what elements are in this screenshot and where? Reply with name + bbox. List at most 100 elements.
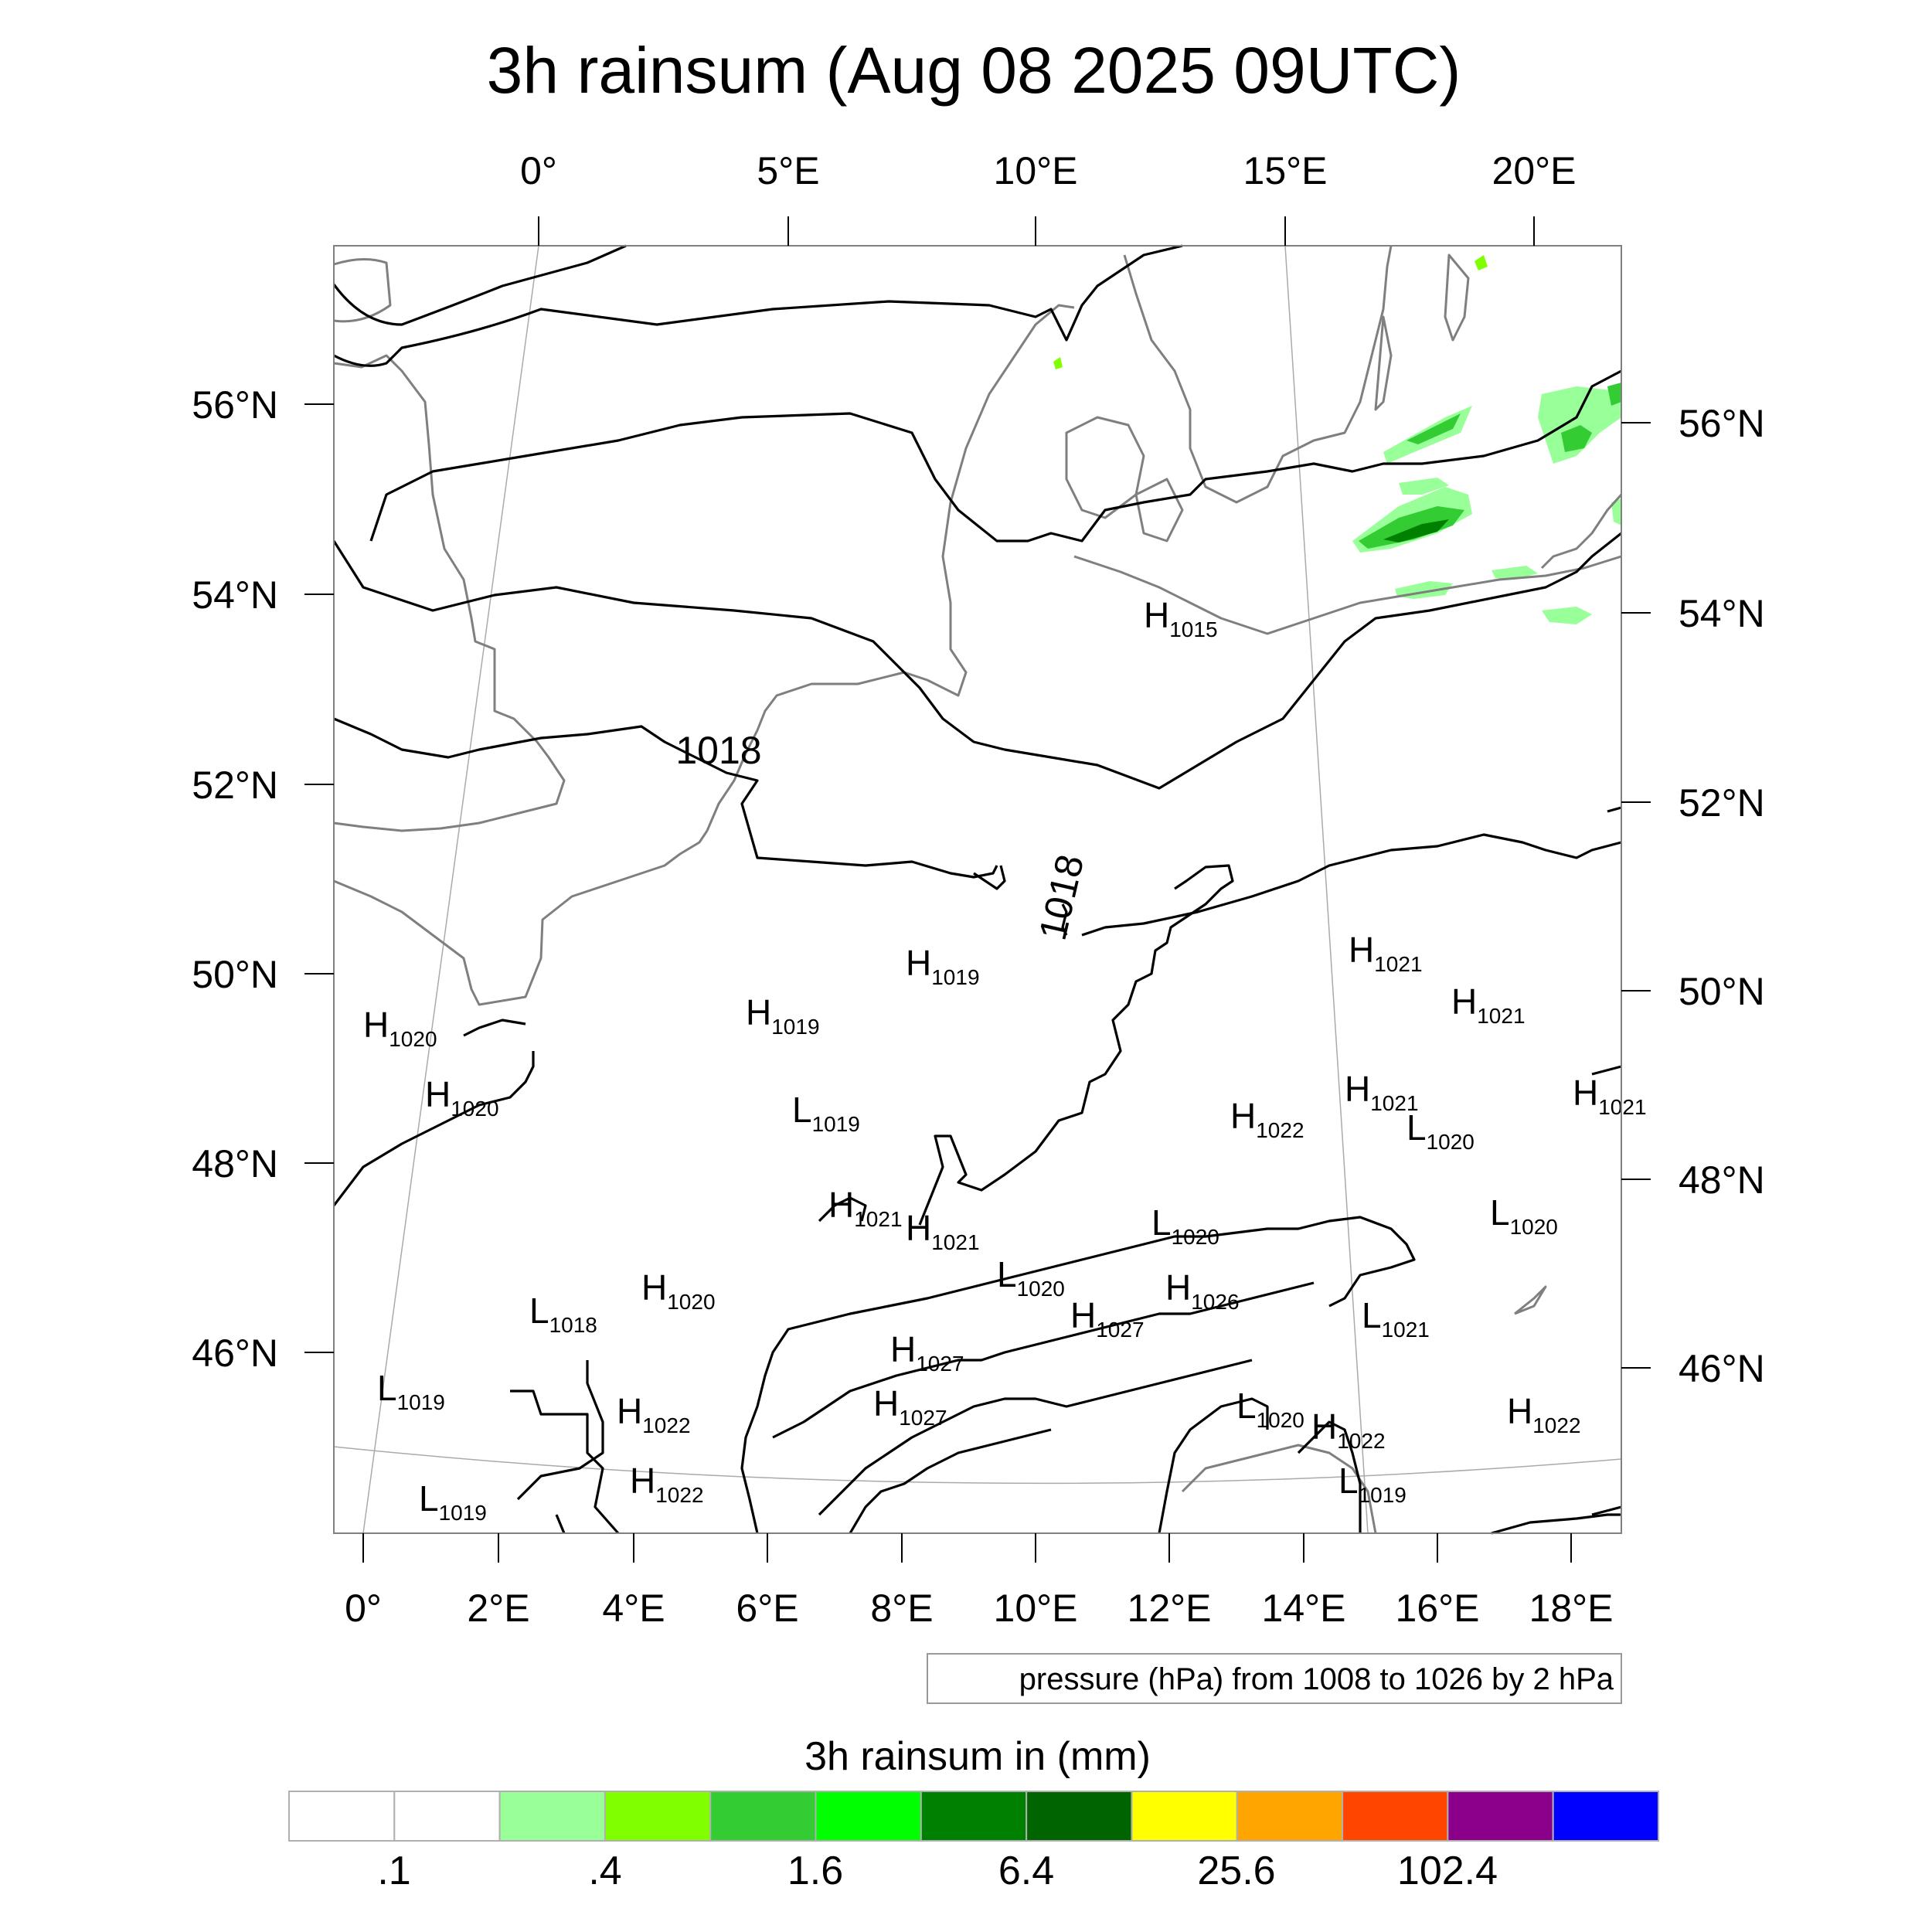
bottom-axis-label: 0°	[345, 1587, 382, 1630]
pressure-center: H1020	[425, 1074, 499, 1121]
isobar-line	[333, 244, 1183, 367]
isobar-line	[333, 717, 998, 879]
coastline-adriatic-istria	[1181, 1444, 1377, 1534]
center-value: 1019	[931, 965, 979, 989]
colorbar-title: 3h rainsum in (mm)	[804, 1734, 1151, 1779]
center-value: 1022	[655, 1483, 703, 1507]
pressure-center: H1027	[873, 1383, 947, 1430]
center-type: H	[1349, 930, 1374, 970]
rain-area	[1611, 498, 1621, 526]
center-value: 1027	[916, 1352, 964, 1376]
isobar-line	[973, 865, 1006, 890]
pressure-center: H1021	[1573, 1073, 1647, 1119]
center-type: H	[1165, 1267, 1191, 1308]
pressure-center: H1021	[828, 1185, 903, 1231]
center-type: L	[1338, 1461, 1359, 1501]
center-value: 1020	[389, 1027, 437, 1051]
center-value: 1022	[642, 1413, 690, 1437]
center-type: H	[873, 1383, 899, 1423]
center-type: L	[1406, 1107, 1427, 1148]
pressure-center: L1020	[1236, 1386, 1304, 1432]
center-value: 1020	[1257, 1408, 1304, 1432]
pressure-center: H1015	[1144, 595, 1218, 641]
colorbar-box	[920, 1791, 1028, 1842]
pressure-center: H1019	[906, 943, 980, 989]
center-value: 1021	[854, 1207, 902, 1231]
map-panel: 1018 1018 H1015 H1019 H1019 H1020 H1020 …	[332, 244, 1647, 1535]
center-type: H	[906, 943, 931, 983]
colorbar-label: 1.6	[787, 1849, 843, 1893]
colorbar-label: .1	[377, 1849, 410, 1893]
bottom-axis-label: 8°E	[870, 1587, 933, 1630]
center-type: H	[1573, 1073, 1598, 1113]
center-type: H	[890, 1329, 916, 1369]
center-value: 1022	[1532, 1413, 1580, 1437]
pressure-center: H1021	[1349, 930, 1423, 976]
isobar-line	[463, 1019, 526, 1037]
top-axis-label: 10°E	[994, 149, 1078, 192]
center-value: 1019	[812, 1112, 860, 1136]
pressure-center: H1019	[746, 992, 820, 1039]
pressure-center: L1020	[1151, 1202, 1219, 1249]
pressure-center: H1027	[1070, 1295, 1145, 1342]
top-axis-label: 20°E	[1492, 149, 1577, 192]
center-type: H	[828, 1185, 854, 1225]
isobar-line	[369, 369, 1622, 543]
isobars	[332, 244, 1622, 1535]
isobar-line	[1607, 806, 1622, 813]
center-type: L	[792, 1090, 812, 1130]
contour-info-text: pressure (hPa) from 1008 to 1026 by 2 hP…	[1019, 1662, 1614, 1696]
pressure-center: L1019	[377, 1368, 445, 1414]
center-type: H	[906, 1208, 931, 1248]
center-type: L	[1362, 1295, 1382, 1335]
colorbar-boxes	[288, 1791, 1659, 1842]
pressure-center: L1020	[1406, 1107, 1475, 1154]
coastline-baltic-germany-poland	[1073, 555, 1622, 635]
center-type: L	[1236, 1386, 1257, 1426]
isobar-line	[1297, 1420, 1362, 1533]
center-type: H	[363, 1005, 389, 1045]
pressure-center: H1022	[617, 1391, 691, 1437]
coastline-channel-france	[333, 830, 709, 1006]
isobar-line	[918, 864, 1234, 1226]
center-value: 1021	[1477, 1004, 1525, 1028]
bottom-axis-label: 2°E	[467, 1587, 529, 1630]
coastline-sweden	[1123, 245, 1393, 504]
colorbar-box	[1131, 1791, 1238, 1842]
center-type: H	[425, 1074, 451, 1114]
center-value: 1020	[1427, 1130, 1475, 1154]
top-axis-label: 0°	[520, 149, 557, 192]
isobar-line	[510, 1389, 620, 1535]
center-type: H	[1507, 1391, 1532, 1431]
bottom-axis-label: 18°E	[1529, 1587, 1614, 1630]
center-value: 1020	[451, 1097, 498, 1121]
isobar-line	[332, 1051, 535, 1206]
colorbar-box	[1342, 1791, 1449, 1842]
colorbar-box	[1236, 1791, 1344, 1842]
center-value: 1027	[1096, 1318, 1144, 1342]
isobar-line	[555, 1514, 566, 1534]
right-axis-label: 52°N	[1679, 781, 1765, 825]
coastline-benelux	[706, 671, 928, 832]
rain-area	[1359, 506, 1464, 549]
left-axis-label: 48°N	[192, 1142, 278, 1185]
colorbar-label: 25.6	[1197, 1849, 1275, 1893]
map-frame	[333, 245, 1622, 1534]
pressure-center: L1019	[792, 1090, 860, 1136]
pressure-center: L1019	[419, 1478, 487, 1525]
pressure-center: H1022	[1230, 1096, 1304, 1142]
center-value: 1020	[1017, 1277, 1065, 1301]
colorbar-box	[1552, 1791, 1659, 1842]
center-value: 1021	[1374, 952, 1422, 976]
center-type: L	[529, 1291, 549, 1331]
center-type: H	[1311, 1406, 1337, 1447]
isobar-line	[516, 1360, 604, 1501]
center-value: 1018	[549, 1313, 597, 1337]
right-axis-label: 50°N	[1679, 970, 1765, 1013]
center-value: 1021	[931, 1230, 979, 1254]
rain-area	[1475, 255, 1488, 270]
center-value: 1019	[397, 1390, 445, 1414]
rain-area	[1053, 357, 1063, 369]
colorbar-label: .4	[588, 1849, 621, 1893]
pressure-center: H1022	[1507, 1391, 1581, 1437]
